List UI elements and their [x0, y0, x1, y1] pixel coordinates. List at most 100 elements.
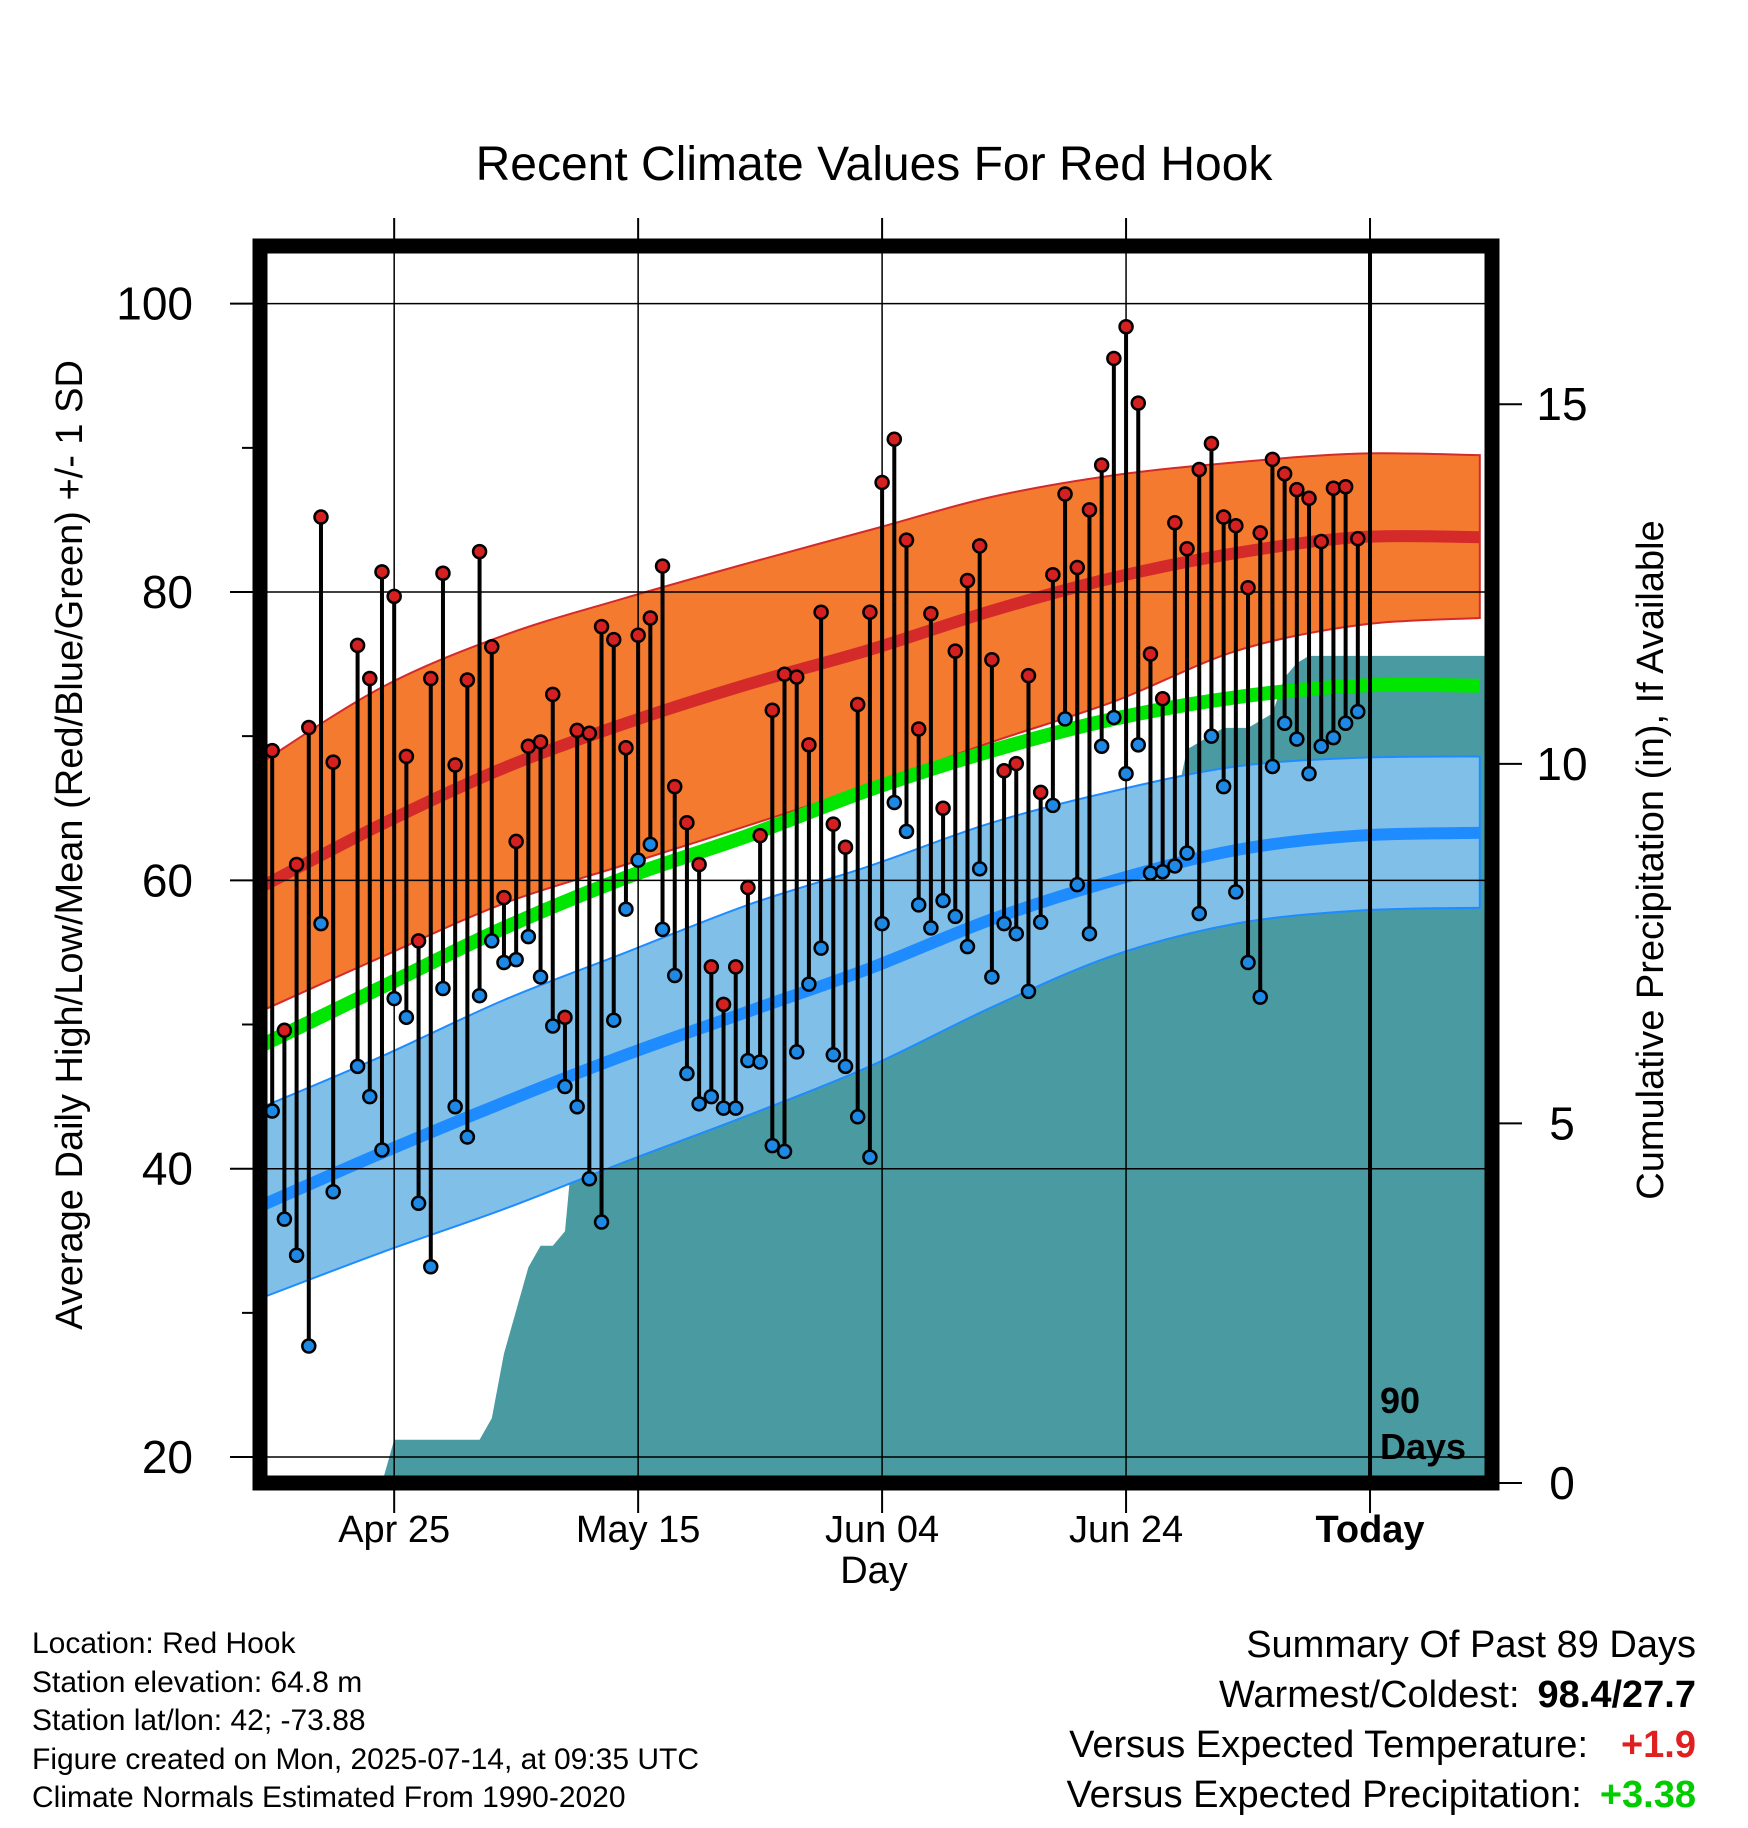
obs-low-point	[788, 1044, 805, 1060]
obs-low-point	[1081, 925, 1098, 942]
obs-low-point	[605, 1012, 622, 1028]
latlon-text: Station lat/lon: 42; -73.88	[32, 1704, 366, 1737]
summary-title: Summary Of Past 89 Days	[1246, 1624, 1696, 1666]
y-tick-label: 60	[142, 854, 193, 906]
obs-high-point	[642, 610, 659, 626]
obs-high-point	[1215, 509, 1232, 525]
climate-chart: Recent Climate Values For Red Hook 90 Day…	[49, 138, 1672, 1592]
obs-high-point	[423, 670, 439, 687]
obs-high-point	[1289, 481, 1305, 498]
obs-high-point	[679, 814, 695, 831]
obs-high-point	[593, 618, 610, 635]
obs-low-point	[1167, 858, 1183, 874]
obs-high-point	[1154, 690, 1171, 707]
obs-high-point	[1142, 646, 1159, 662]
obs-low-point	[691, 1096, 707, 1112]
normals-text: Climate Normals Estimated From 1990-2020	[32, 1781, 626, 1814]
summary-panel: Summary Of Past 89 Days Warmest/Coldest:…	[1066, 1620, 1696, 1820]
obs-low-point	[1301, 765, 1317, 782]
obs-low-point	[1093, 738, 1110, 755]
obs-high-point	[313, 509, 329, 525]
obs-low-point	[484, 933, 500, 949]
obs-low-point	[801, 976, 817, 992]
chart-title: Recent Climate Values For Red Hook	[476, 138, 1274, 191]
obs-low-point	[520, 928, 537, 945]
obs-high-point	[849, 696, 866, 713]
obs-high-point	[1252, 525, 1268, 541]
obs-high-point	[1337, 479, 1354, 495]
obs-low-point	[362, 1088, 378, 1105]
obs-low-point	[898, 823, 915, 840]
obs-low-point	[459, 1129, 476, 1145]
obs-low-point	[532, 969, 549, 985]
obs-high-point	[435, 565, 451, 582]
obs-low-point	[447, 1098, 463, 1115]
obs-high-point	[886, 431, 903, 447]
summary-precip-row: Versus Expected Precipitation: +3.38	[1066, 1770, 1696, 1820]
obs-low-point	[423, 1258, 439, 1275]
obs-low-point	[264, 1103, 280, 1119]
obs-high-point	[374, 564, 390, 580]
obs-high-point	[1081, 502, 1098, 518]
x-tick-label: Jun 04	[825, 1509, 939, 1551]
obs-high-point	[605, 631, 622, 648]
y-tick-label: 20	[142, 1431, 193, 1483]
obs-low-point	[703, 1088, 720, 1105]
x-axis-label: Day	[840, 1550, 908, 1592]
obs-low-point	[1057, 711, 1073, 727]
obs-high-point	[1032, 784, 1049, 801]
obs-high-point	[569, 722, 585, 739]
obs-high-point	[1240, 579, 1256, 596]
obs-high-point	[862, 604, 878, 620]
obs-low-point	[1032, 914, 1049, 930]
location-text: Location: Red Hook	[32, 1627, 296, 1660]
obs-low-point	[764, 1137, 781, 1154]
obs-low-point	[1215, 778, 1232, 795]
obs-low-point	[1069, 876, 1086, 893]
obs-high-point	[1179, 541, 1195, 557]
obs-high-point	[788, 669, 805, 685]
obs-high-point	[935, 800, 951, 817]
obs-high-point	[1276, 466, 1293, 482]
obs-high-point	[288, 856, 305, 873]
obs-low-point	[947, 908, 964, 925]
obs-low-point	[1130, 737, 1147, 753]
obs-high-point	[484, 639, 500, 655]
x-tick-label: Today	[1315, 1509, 1424, 1551]
obs-low-point	[1191, 905, 1207, 922]
obs-high-point	[996, 763, 1012, 779]
obs-high-point	[1325, 480, 1342, 496]
obs-high-point	[398, 748, 415, 765]
obs-high-point	[301, 719, 317, 736]
obs-low-point	[642, 836, 659, 853]
obs-high-point	[740, 879, 756, 896]
obs-low-point	[1325, 729, 1342, 746]
obs-high-point	[715, 996, 732, 1013]
obs-high-point	[666, 778, 683, 795]
obs-high-point	[910, 721, 927, 737]
obs-low-point	[410, 1195, 427, 1212]
obs-high-point	[1118, 318, 1134, 335]
obs-high-point	[801, 737, 817, 753]
obs-high-point	[959, 572, 976, 589]
obs-high-point	[1106, 350, 1122, 367]
obs-high-point	[508, 833, 524, 850]
obs-high-point	[630, 627, 646, 644]
today-days-number: 90	[1380, 1380, 1420, 1421]
obs-low-point	[825, 1047, 842, 1063]
obs-high-point	[898, 532, 915, 548]
obs-low-point	[630, 852, 646, 868]
obs-low-point	[1179, 845, 1195, 861]
obs-high-point	[813, 604, 829, 620]
obs-low-point	[923, 920, 939, 936]
obs-high-point	[1228, 517, 1244, 534]
obs-high-point	[764, 702, 781, 718]
obs-low-point	[1008, 925, 1025, 942]
obs-high-point	[947, 643, 964, 659]
obs-high-point	[410, 933, 427, 949]
y-tick-label: 100	[116, 278, 193, 330]
y2-tick-label: 15	[1536, 378, 1587, 430]
obs-low-point	[1118, 765, 1134, 782]
obs-high-point	[264, 742, 280, 759]
obs-high-point	[618, 739, 634, 756]
